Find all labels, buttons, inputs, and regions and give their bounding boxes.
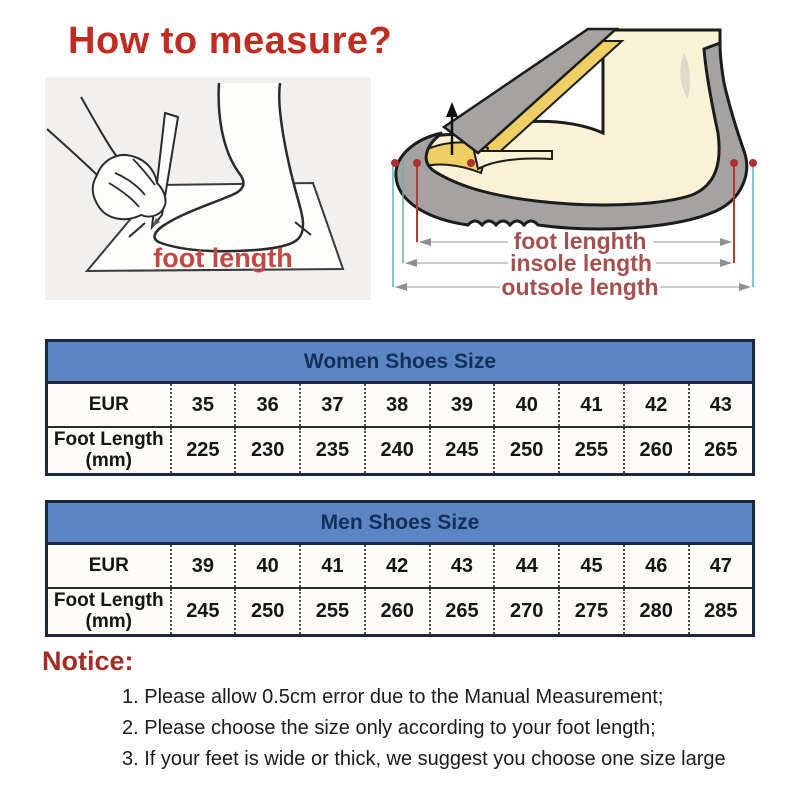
size-cell: 44 [493,542,560,588]
size-cell: 40 [493,381,560,427]
arrowhead [720,259,732,267]
row-label-eur: EUR [46,542,171,588]
size-cell: 235 [299,425,365,475]
foot-length-unit: (mm) [85,450,132,472]
row-label-foot-length: Foot Length (mm) [46,425,171,475]
arrowhead [395,283,407,291]
arrowhead [419,238,431,246]
hand [91,154,167,221]
size-cell: 260 [363,586,430,636]
size-cell: 43 [428,542,495,588]
size-cell: 260 [622,425,689,475]
size-cell: 240 [363,425,430,475]
women-size-table: Women Shoes Size EUR 35 36 37 38 39 40 4… [45,339,755,476]
size-cell: 35 [169,381,236,427]
foot-length-unit: (mm) [85,611,132,633]
shoe-cutaway-diagram: foot lenghth insole length outsole lengt… [391,27,757,300]
foot-length-caption: foot length [153,243,292,273]
men-table-title: Men Shoes Size [46,501,754,545]
size-cell: 40 [234,542,301,588]
size-cell: 41 [299,542,365,588]
size-cell: 42 [363,542,430,588]
table-header-row: Men Shoes Size [46,501,754,545]
size-cell: 45 [558,542,624,588]
size-cell: 255 [558,425,624,475]
toe-notch [472,150,553,171]
notice-list: 1. Please allow 0.5cm error due to the M… [122,682,726,775]
arm-line-right [80,96,118,158]
foot-length-row: Foot Length (mm) 225 230 235 240 245 250… [46,425,754,475]
foot-measure-illustration: foot length [45,77,371,300]
size-cell: 39 [169,542,236,588]
table-header-row: Women Shoes Size [46,340,754,384]
pen-tip [152,218,160,227]
size-cell: 245 [428,425,495,475]
measure-dot [749,159,757,167]
toe-up-arrow-head [446,102,458,117]
size-cell: 43 [687,381,754,427]
arrowhead [720,238,732,246]
size-cell: 37 [299,381,365,427]
men-size-table: Men Shoes Size EUR 39 40 41 42 43 44 45 … [45,500,755,637]
size-cell: 38 [363,381,430,427]
women-table-title: Women Shoes Size [46,340,754,384]
foot-tracing-diagram: foot length [46,82,345,273]
foot-length-label: Foot Length [53,590,164,611]
size-cell: 255 [299,586,365,636]
foot-length-label: foot lenghth [514,228,647,254]
foot-length-row: Foot Length (mm) 245 250 255 260 265 270… [46,586,754,636]
size-cell: 270 [493,586,560,636]
foot-outline-fill [154,83,304,252]
outsole-length-label: outsole length [501,274,658,300]
size-cell: 39 [428,381,495,427]
size-cell: 41 [558,381,624,427]
row-label-foot-length: Foot Length (mm) [46,586,171,636]
toe-tick-mark [128,222,146,238]
thumb-line [132,158,156,186]
size-cell: 47 [687,542,754,588]
heel-tick-mark [294,221,312,236]
shoe-measure-illustration: foot lenghth insole length outsole lengt… [388,5,800,300]
measurement-overlay: foot lenghth insole length outsole lengt… [391,102,757,300]
size-cell: 265 [428,586,495,636]
notice-item: 2. Please choose the size only according… [122,717,656,739]
leg-highlight [680,53,690,99]
notice-heading: Notice: [42,646,134,676]
arm-line-left [46,128,98,176]
finger-line-1 [114,172,146,196]
row-label-eur: EUR [46,381,171,427]
eur-row: EUR 39 40 41 42 43 44 45 46 47 [46,542,754,588]
insole-length-label: insole length [510,250,652,276]
collar-band [441,27,620,155]
page-title: How to measure? [68,20,393,62]
measure-dot [413,159,421,167]
foot-length-label: Foot Length [53,429,164,450]
size-cell: 42 [622,381,689,427]
measure-dot [467,159,475,167]
size-cell: 245 [169,586,236,636]
size-cell: 250 [234,586,301,636]
finger-line-2 [108,182,140,208]
size-cell: 265 [687,425,754,475]
eur-row: EUR 35 36 37 38 39 40 41 42 43 [46,381,754,427]
size-cell: 225 [169,425,236,475]
measure-dot [730,159,738,167]
size-cell: 285 [687,586,754,636]
notice-item: 1. Please allow 0.5cm error due to the M… [122,686,664,708]
measure-dot [391,159,399,167]
sole-and-heel [394,40,749,231]
size-cell: 46 [622,542,689,588]
arrowhead [739,283,751,291]
notice-item: 3. If your feet is wide or thick, we sug… [122,748,726,770]
size-cell: 250 [493,425,560,475]
size-cell: 275 [558,586,624,636]
size-cell: 230 [234,425,301,475]
size-cell: 36 [234,381,301,427]
size-cell: 280 [622,586,689,636]
arrowhead [405,259,417,267]
foot-outline [153,82,305,253]
